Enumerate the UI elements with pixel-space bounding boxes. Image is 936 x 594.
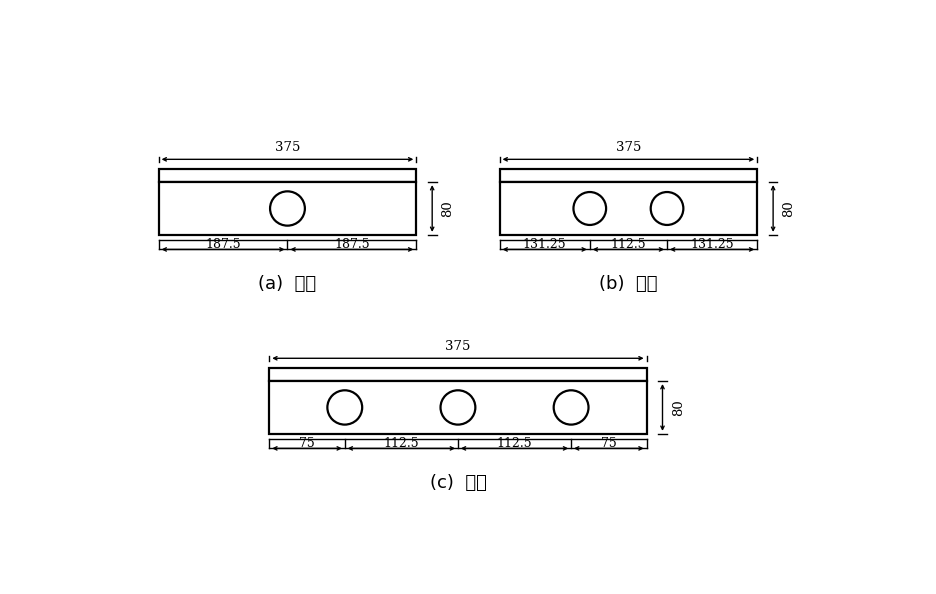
Ellipse shape xyxy=(328,390,362,425)
Text: 375: 375 xyxy=(616,141,641,154)
Bar xyxy=(270,368,647,381)
Bar xyxy=(159,182,417,235)
Ellipse shape xyxy=(441,390,475,425)
Text: (a)  单孔: (a) 单孔 xyxy=(258,274,316,293)
Ellipse shape xyxy=(554,390,589,425)
Text: 112.5: 112.5 xyxy=(384,437,419,450)
Text: 187.5: 187.5 xyxy=(205,238,241,251)
Bar xyxy=(270,381,647,434)
Ellipse shape xyxy=(574,192,607,225)
Ellipse shape xyxy=(651,192,683,225)
Text: 80: 80 xyxy=(782,200,796,217)
Text: 375: 375 xyxy=(446,340,471,353)
Text: 75: 75 xyxy=(601,437,617,450)
Bar xyxy=(500,182,757,235)
Text: 131.25: 131.25 xyxy=(523,238,566,251)
Text: 131.25: 131.25 xyxy=(690,238,734,251)
Bar xyxy=(500,169,757,182)
Text: 80: 80 xyxy=(442,200,455,217)
Text: (c)  三孔: (c) 三孔 xyxy=(430,473,487,492)
Text: 112.5: 112.5 xyxy=(610,238,646,251)
Text: 187.5: 187.5 xyxy=(334,238,370,251)
Text: 80: 80 xyxy=(672,399,685,416)
Bar xyxy=(159,169,417,182)
Ellipse shape xyxy=(271,191,305,226)
Text: 375: 375 xyxy=(275,141,300,154)
Text: 75: 75 xyxy=(300,437,314,450)
Text: 112.5: 112.5 xyxy=(497,437,533,450)
Text: (b)  双孔: (b) 双孔 xyxy=(599,274,658,293)
